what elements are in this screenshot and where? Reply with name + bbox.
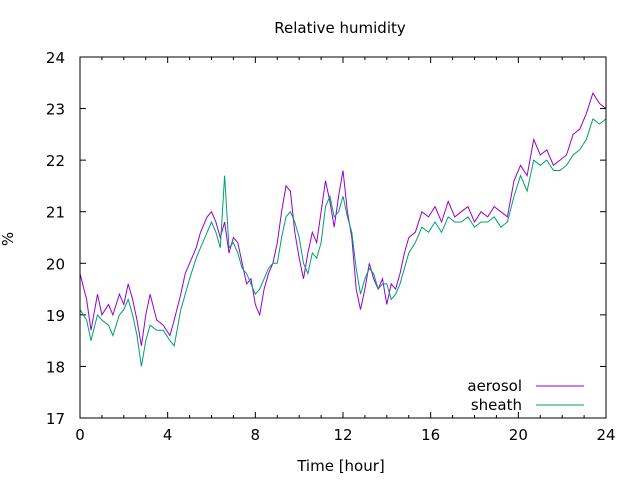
- plot-frame: [79, 56, 607, 419]
- x-tick-label: 24: [596, 426, 615, 444]
- x-ticks: 0 4 8 12 16 20 24: [75, 57, 616, 444]
- x-tick-label: 16: [421, 426, 440, 444]
- legend-label-sheath: sheath: [471, 396, 522, 414]
- x-tick-label: 4: [163, 426, 173, 444]
- x-tick-label: 8: [251, 426, 261, 444]
- series-line-aerosol: [79, 91, 607, 346]
- chart-title: Relative humidity: [274, 19, 406, 37]
- series-lines: [79, 91, 607, 367]
- y-ticks: 17 18 19 20 21 22 23 24: [46, 49, 606, 428]
- legend-label-aerosol: aerosol: [467, 377, 522, 395]
- y-tick-label: 17: [46, 410, 65, 428]
- y-tick-label: 22: [46, 152, 65, 170]
- y-axis-label: %: [0, 232, 17, 246]
- y-tick-label: 18: [46, 358, 65, 376]
- x-tick-label: 12: [333, 426, 352, 444]
- x-axis-label: Time [hour]: [296, 457, 385, 475]
- x-tick-label: 20: [509, 426, 528, 444]
- y-tick-label: 21: [46, 204, 65, 222]
- y-tick-label: 20: [46, 255, 65, 273]
- x-tick-label: 0: [75, 426, 85, 444]
- y-tick-label: 24: [46, 49, 65, 67]
- series-line-sheath: [79, 118, 607, 367]
- y-tick-label: 23: [46, 101, 65, 119]
- y-tick-label: 19: [46, 307, 65, 325]
